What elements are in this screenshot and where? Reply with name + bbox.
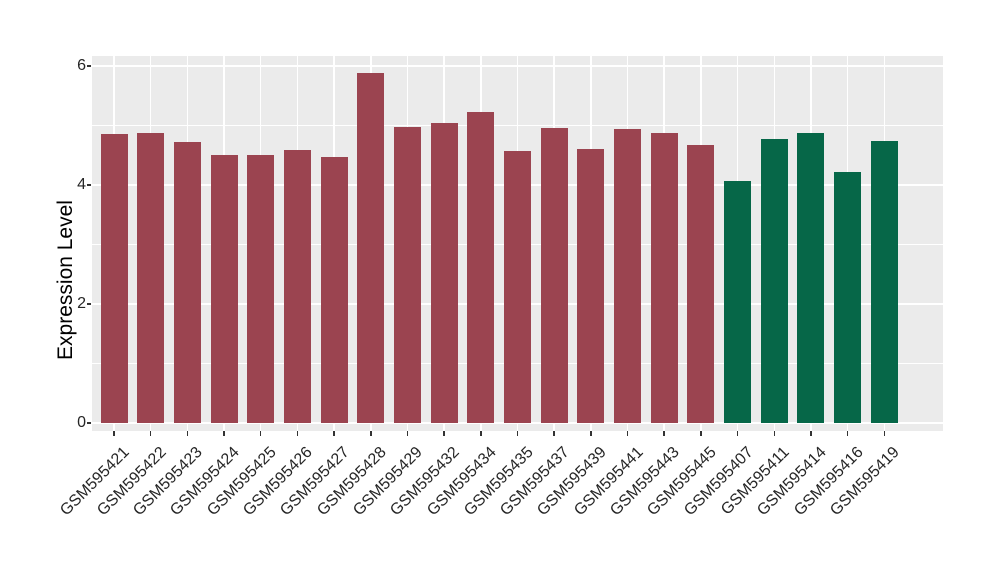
plot-panel — [92, 56, 943, 431]
bar — [467, 111, 495, 423]
y-tick-label: 6 — [77, 57, 86, 74]
bar — [283, 149, 311, 423]
y-tick-mark — [87, 422, 91, 424]
y-tick-mark — [87, 65, 91, 67]
x-tick-mark — [700, 431, 702, 436]
y-axis-title: Expression Level — [54, 200, 77, 360]
bar — [247, 154, 275, 423]
x-tick-mark — [773, 431, 776, 436]
bar — [430, 122, 458, 423]
x-tick-mark — [370, 431, 372, 436]
x-tick-mark — [516, 431, 519, 436]
x-tick-mark — [736, 431, 739, 436]
bar — [760, 138, 788, 423]
x-tick-mark — [113, 431, 115, 436]
x-tick-mark — [663, 431, 665, 436]
x-tick-mark — [149, 431, 152, 436]
bar — [687, 145, 715, 423]
bar — [137, 132, 165, 423]
x-tick-mark — [553, 431, 555, 436]
bar — [870, 140, 898, 423]
bar — [504, 150, 531, 423]
y-tick-label: 4 — [77, 176, 86, 193]
bar — [210, 154, 238, 423]
bar — [173, 141, 201, 423]
x-tick-mark — [223, 431, 225, 436]
bar — [393, 127, 421, 423]
x-tick-mark — [186, 431, 189, 436]
bar — [614, 129, 642, 423]
bar — [834, 171, 862, 423]
x-tick-mark — [259, 431, 262, 436]
bar — [577, 149, 605, 423]
bar — [650, 133, 678, 423]
y-tick-mark — [87, 303, 91, 305]
bar — [540, 127, 568, 423]
bar — [724, 180, 752, 423]
bar — [797, 133, 825, 423]
x-tick-mark — [406, 431, 409, 436]
x-tick-mark — [590, 431, 592, 436]
x-tick-mark — [883, 431, 886, 436]
x-tick-mark — [296, 431, 299, 436]
x-tick-mark — [846, 431, 849, 436]
bar — [100, 133, 128, 423]
y-tick-label: 2 — [77, 295, 86, 312]
x-tick-mark — [480, 431, 482, 436]
y-tick-label: 0 — [77, 414, 86, 431]
x-tick-mark — [810, 431, 812, 436]
x-tick-mark — [443, 431, 445, 436]
bar — [357, 73, 385, 423]
x-tick-mark — [626, 431, 629, 436]
bar — [320, 157, 348, 423]
x-tick-mark — [333, 431, 335, 436]
y-tick-mark — [87, 184, 91, 186]
